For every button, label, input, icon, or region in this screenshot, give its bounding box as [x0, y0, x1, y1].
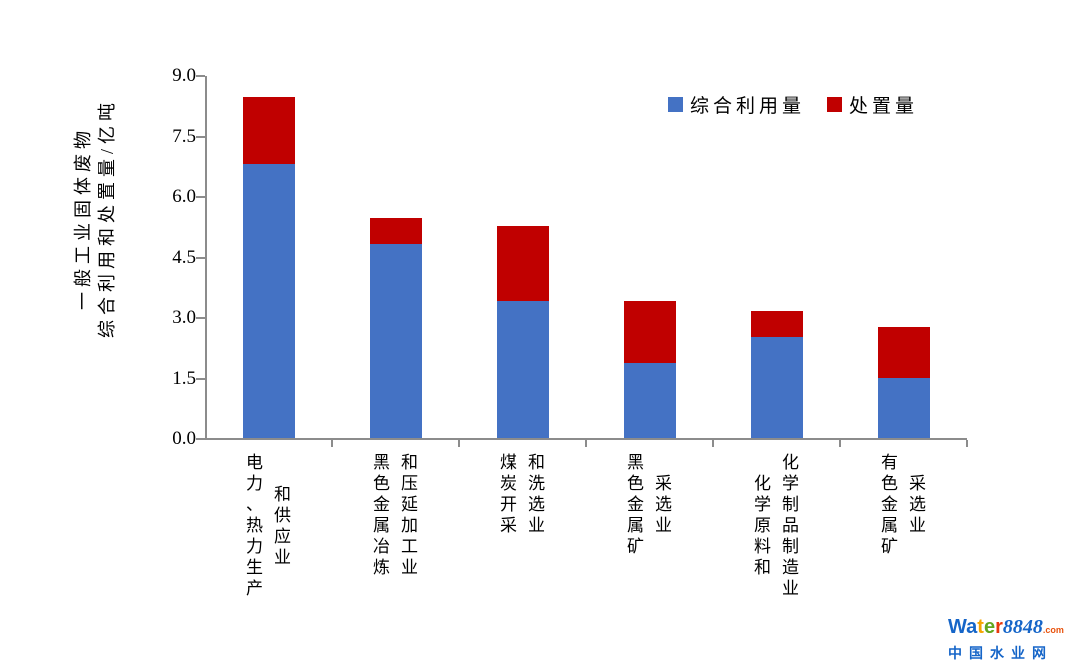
x-category-label-column: 和 洗 选 业 — [528, 453, 545, 535]
y-tick-mark — [196, 256, 205, 259]
x-category-label: 有 色 金 属 矿采 选 业 — [840, 452, 967, 557]
y-tick-mark — [196, 135, 205, 138]
x-category-label: 黑 色 金 属 矿采 选 业 — [586, 452, 713, 557]
logo-brand: Water8848.com — [948, 616, 1068, 641]
y-tick-label: 1.5 — [172, 367, 196, 389]
legend-swatch-disposal-icon — [827, 97, 843, 112]
bar-segment-disposal — [369, 218, 422, 245]
bar-segment-utilization — [750, 337, 803, 438]
x-category-label-column: 黑 色 金 属 矿 — [627, 453, 644, 556]
x-tick-mark — [712, 440, 714, 447]
x-category-label: 化 学 原 料 和化 学 制 品 制 造 业 — [713, 452, 840, 599]
y-tick-label: 7.5 — [172, 125, 196, 147]
bar-segment-utilization — [369, 244, 422, 438]
x-category-label-column: 化 学 制 品 制 造 业 — [782, 453, 799, 598]
bar-segment-disposal — [623, 300, 676, 364]
y-axis-title-line1: 一般工业固体废物 — [73, 126, 93, 310]
x-category-label: 黑 色 金 属 冶 炼和 压 延 加 工 业 — [332, 452, 459, 578]
x-category-label-column: 有 色 金 属 矿 — [881, 453, 898, 556]
y-tick-label: 3.0 — [172, 307, 196, 328]
x-category-label-column: 采 选 业 — [655, 474, 672, 535]
x-category-label: 电 力 、 热 力 生 产和 供 应 业 — [205, 452, 332, 599]
y-tick-label: 9.0 — [172, 65, 196, 86]
y-tick-label: 0.0 — [172, 428, 196, 449]
x-category-label-column: 电 力 、 热 力 生 产 — [246, 453, 263, 598]
y-axis-title-line2: 综合利用和处置量/亿吨 — [97, 98, 117, 338]
x-category-label-column: 和 供 应 业 — [274, 484, 291, 567]
x-tick-mark — [966, 440, 968, 447]
x-tick-mark — [331, 440, 333, 447]
legend-swatch-utilization-icon — [668, 97, 683, 112]
logo-tld: .com — [1042, 625, 1064, 635]
bar-segment-disposal — [242, 97, 295, 164]
y-tick-mark — [196, 438, 205, 440]
y-tick-label: 4.5 — [172, 246, 196, 268]
bar-segment-utilization — [496, 300, 549, 438]
y-tick-mark — [196, 317, 205, 319]
x-tick-mark — [585, 440, 587, 447]
legend-label-utilization: 综合利用量 — [690, 96, 806, 117]
y-tick-mark — [196, 75, 205, 77]
y-axis-title: 一般工业固体废物 综合利用和处置量/亿吨 — [71, 98, 119, 338]
bar-segment-disposal — [496, 226, 549, 301]
logo-letter: e — [983, 616, 996, 638]
y-tick-mark — [196, 196, 205, 198]
x-category-label-column: 黑 色 金 属 冶 炼 — [373, 453, 390, 577]
bar-segment-utilization — [877, 377, 930, 438]
x-tick-mark — [458, 440, 460, 447]
y-tick-mark — [196, 377, 205, 380]
x-category-label-column: 煤 炭 开 采 — [500, 453, 517, 535]
x-category-label: 煤 炭 开 采和 洗 选 业 — [459, 452, 586, 536]
logo-brand-word: Water — [948, 616, 1003, 638]
x-tick-mark — [839, 440, 841, 447]
x-category-label-column: 采 选 业 — [909, 474, 926, 535]
bar-segment-disposal — [877, 327, 930, 378]
legend-label-disposal: 处置量 — [849, 96, 919, 117]
bar-segment-disposal — [750, 310, 803, 338]
plot-area — [205, 76, 967, 440]
legend: 综合利用量 处置量 — [668, 91, 940, 118]
logo-letter: a — [966, 616, 978, 638]
x-category-label-column: 和 压 延 加 工 业 — [401, 453, 418, 577]
bar-segment-utilization — [623, 363, 676, 438]
bar-segment-utilization — [242, 163, 295, 438]
logo-subtitle: 中国水业网 — [948, 645, 1053, 661]
logo-letter: W — [948, 616, 967, 638]
watermark-logo: Water8848.com 中国水业网 — [948, 616, 1068, 663]
logo-number: 8848 — [1002, 616, 1043, 638]
logo-letter: r — [995, 616, 1003, 638]
logo-letter: t — [977, 616, 984, 638]
y-tick-label: 6.0 — [172, 186, 196, 207]
x-category-label-column: 化 学 原 料 和 — [754, 474, 771, 577]
